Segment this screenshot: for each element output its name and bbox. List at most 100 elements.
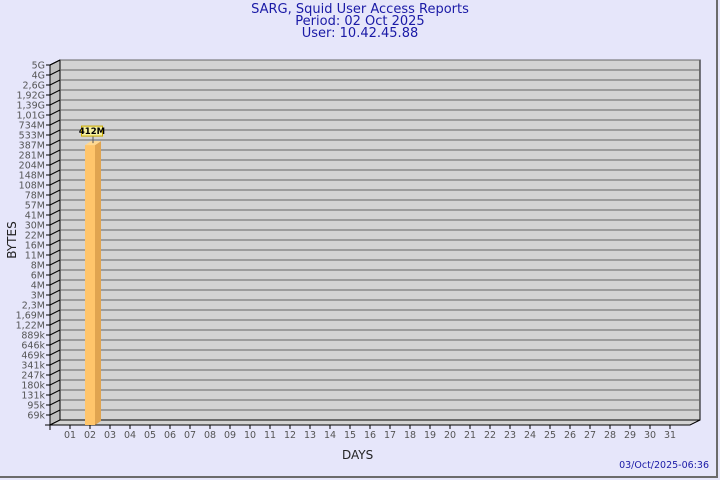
y-tick-label: 8M (31, 261, 45, 272)
y-tick-diag (49, 399, 61, 406)
y-tick-label: 734M (19, 121, 45, 132)
x-tick-label: 17 (384, 430, 396, 441)
x-tick-label: 03 (104, 430, 116, 441)
generated-timestamp: 03/Oct/2025-06:36 (619, 460, 709, 471)
x-tick-label: 07 (184, 430, 196, 441)
y-tick-label: 341k (21, 361, 45, 372)
y-tick-label: 1,69M (16, 311, 45, 322)
y-tick-label: 6M (31, 271, 45, 282)
y-tick-label: 11M (25, 251, 45, 262)
x-tick-label: 26 (564, 430, 576, 441)
y-tick-label: 646k (21, 341, 45, 352)
y-tick-label: 95k (27, 401, 45, 412)
y-tick-diag (49, 339, 61, 346)
y-tick-diag (49, 149, 61, 156)
y-tick-diag (49, 139, 61, 146)
chart-user: User: 10.42.45.88 (301, 26, 419, 41)
y-tick-diag (49, 169, 61, 176)
x-tick-label: 30 (644, 430, 656, 441)
y-tick-diag (49, 119, 61, 126)
y-tick-label: 22M (25, 231, 45, 242)
y-tick-label: 30M (25, 221, 45, 232)
y-tick-label: 533M (19, 131, 45, 142)
y-tick-diag (49, 239, 61, 246)
y-tick-diag (49, 89, 61, 96)
y-tick-diag (49, 369, 61, 376)
plot-floor (49, 419, 701, 426)
y-tick-label: 281M (19, 151, 45, 162)
y-tick-diag (49, 129, 61, 136)
x-axis-label: DAYS (342, 448, 374, 462)
y-tick-diag (49, 389, 61, 396)
y-tick-label: 469k (21, 351, 45, 362)
x-tick-label: 10 (244, 430, 256, 441)
y-tick-diag (49, 99, 61, 106)
y-tick-diag (49, 159, 61, 166)
x-tick-label: 12 (284, 430, 296, 441)
y-tick-label: 41M (25, 211, 45, 222)
y-tick-label: 2,6G (23, 81, 45, 92)
y-tick-diag (49, 299, 61, 306)
y-tick-diag (49, 289, 61, 296)
y-tick-label: 16M (25, 241, 45, 252)
y-tick-diag (49, 269, 61, 276)
y-tick-label: 148M (19, 171, 45, 182)
y-tick-label: 204M (19, 161, 45, 172)
y-tick-diag (49, 249, 61, 256)
y-tick-diag (49, 319, 61, 326)
x-tick-label: 31 (664, 430, 676, 441)
bar-day-02: 412M (79, 125, 105, 425)
y-tick-label: 108M (19, 181, 45, 192)
x-tick-label: 15 (344, 430, 356, 441)
y-tick-diag (49, 409, 61, 416)
y-tick-label: 2,3M (22, 301, 45, 312)
x-tick-label: 01 (64, 430, 76, 441)
x-tick-label: 09 (224, 430, 236, 441)
x-tick-label: 20 (444, 430, 456, 441)
y-tick-label: 4G (32, 71, 45, 82)
y-tick-label: 3M (31, 291, 45, 302)
x-tick-label: 19 (424, 430, 436, 441)
y-tick-diag (49, 219, 61, 226)
chart-period: Period: 02 Oct 2025 (295, 14, 425, 29)
x-tick-label: 06 (164, 430, 176, 441)
y-tick-diag (49, 109, 61, 116)
x-tick-label: 25 (544, 430, 556, 441)
y-tick-label: 78M (25, 191, 45, 202)
x-tick-label: 24 (524, 430, 536, 441)
y-tick-diag (49, 79, 61, 86)
y-tick-label: 1,01G (16, 111, 45, 122)
y-tick-diag (49, 199, 61, 206)
y-tick-label: 5G (32, 61, 45, 72)
x-tick-label: 27 (584, 430, 596, 441)
y-tick-diag (49, 329, 61, 336)
x-tick-label: 14 (324, 430, 336, 441)
x-tick-label: 29 (624, 430, 636, 441)
y-tick-diag (49, 209, 61, 216)
y-tick-label: 1,22M (16, 321, 45, 332)
y-tick-label: 1,92G (16, 91, 45, 102)
y-tick-label: 180k (21, 381, 45, 392)
y-tick-diag (49, 309, 61, 316)
y-tick-label: 387M (19, 141, 45, 152)
data-label: 412M (79, 127, 105, 137)
x-tick-label: 23 (504, 430, 516, 441)
y-tick-diag (49, 279, 61, 286)
x-tick-label: 05 (144, 430, 156, 441)
y-axis-label: BYTES (5, 221, 19, 259)
bar-front (85, 145, 95, 425)
y-tick-diag (49, 379, 61, 386)
x-tick-label: 16 (364, 430, 376, 441)
y-tick-label: 57M (25, 201, 45, 212)
y-tick-label: 131k (21, 391, 45, 402)
y-tick-diag (49, 359, 61, 366)
y-tick-diag (49, 349, 61, 356)
x-tick-label: 22 (484, 430, 496, 441)
y-tick-diag (49, 229, 61, 236)
data-label-box (81, 125, 103, 137)
y-tick-diag (49, 259, 61, 266)
x-tick-label: 21 (464, 430, 476, 441)
chart-title: SARG, Squid User Access Reports (251, 2, 469, 17)
